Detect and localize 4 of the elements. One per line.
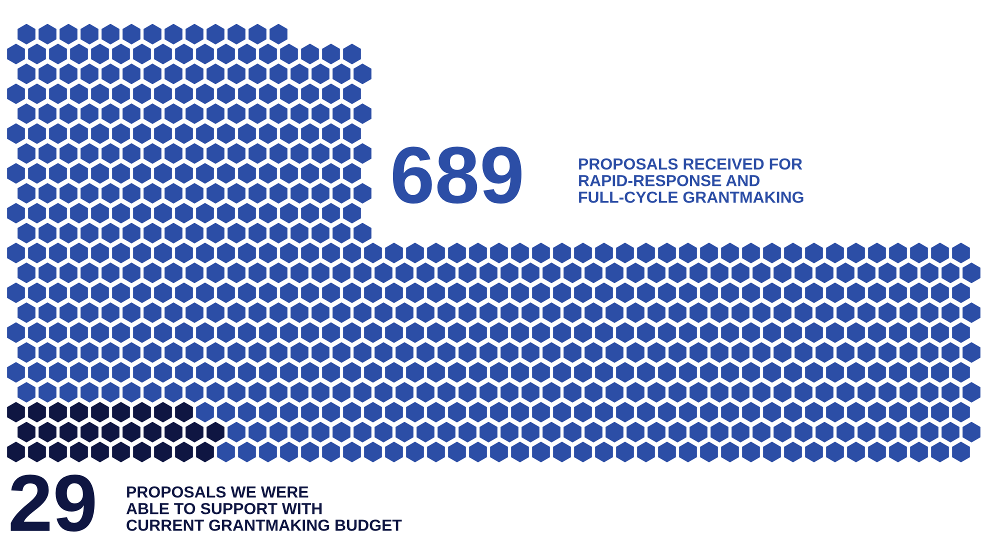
data-label: 689 [392,146,522,204]
category-label: PROPOSALS WE WERE ABLE TO SUPPORT WITH CURRENT GRANTMAKING BUDGET [126,486,402,531]
data-label: 29 [10,474,95,532]
category-label: PROPOSALS RECEIVED FOR RAPID-RESPONSE AND FULL-CYCLE GRANTMAKING [579,158,804,203]
